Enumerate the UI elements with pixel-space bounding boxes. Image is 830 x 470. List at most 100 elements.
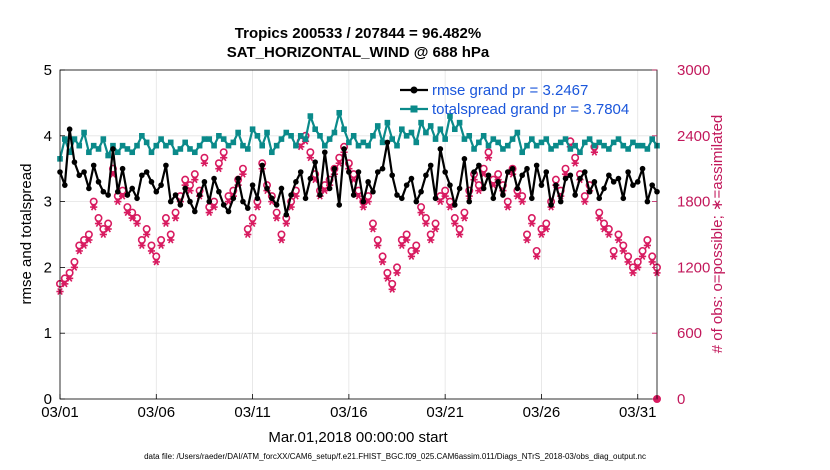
series-point (495, 139, 501, 146)
series-point (105, 192, 111, 198)
obs-assimilated-stroke (95, 220, 102, 228)
obs-assimilated-stroke (606, 230, 612, 239)
obs-assimilated-point (215, 165, 223, 173)
obs-possible-point (272, 208, 281, 217)
series-point (374, 123, 381, 129)
series-point (235, 129, 241, 136)
obs-assimilated-stroke (114, 198, 121, 206)
obs-assimilated-point (335, 159, 343, 167)
obs-assimilated-stroke (350, 176, 357, 184)
obs-assimilated-stroke (591, 148, 598, 156)
obs-possible-point (306, 148, 315, 157)
series-point (148, 179, 155, 185)
legend-marker-rmse (410, 86, 418, 94)
series-point (177, 202, 184, 208)
series-point (86, 149, 92, 156)
series-point (244, 146, 251, 152)
legend-marker-totalspread (410, 105, 418, 113)
series-point (355, 169, 362, 175)
series-point (76, 142, 83, 149)
obs-assimilated-point (436, 198, 444, 206)
series-point (490, 136, 497, 142)
obs-assimilated-stroke (143, 230, 150, 239)
series-point (384, 139, 391, 146)
obs-assimilated-point (614, 236, 623, 244)
obs-assimilated-stroke (374, 241, 381, 249)
series-point (634, 179, 641, 185)
series-point (451, 202, 458, 208)
series-point (139, 172, 145, 179)
series-point (346, 139, 352, 146)
series-point (447, 182, 453, 188)
obs-possible-point (633, 257, 642, 266)
obs-assimilated-point (518, 198, 526, 206)
obs-assimilated-stroke (211, 203, 217, 211)
series-point (341, 146, 347, 152)
obs-possible-point (181, 175, 190, 184)
obs-assimilated-stroke (278, 236, 285, 244)
series-point (504, 169, 511, 175)
obs-assimilated-point (393, 269, 401, 277)
obs-possible-point (219, 148, 228, 157)
series-point (615, 136, 622, 142)
series-point (153, 188, 160, 195)
series-point (562, 136, 569, 142)
obs-assimilated-stroke (514, 192, 521, 200)
obs-possible-point (104, 219, 113, 228)
obs-assimilated-stroke (225, 198, 232, 206)
series-point (514, 129, 521, 136)
obs-possible-point (378, 252, 387, 261)
obs-assimilated-point (456, 230, 464, 239)
series-point (403, 133, 410, 139)
obs-assimilated-point (143, 230, 151, 239)
obs-assimilated-stroke (134, 220, 140, 228)
series-point (167, 198, 174, 205)
series-point (143, 169, 150, 175)
series-point (288, 133, 294, 139)
obs-assimilated-stroke (148, 247, 155, 255)
y-right-tick-label: 3000 (677, 62, 710, 79)
series-point (437, 126, 444, 133)
y-tick-label: 4 (44, 128, 52, 145)
obs-assimilated-point (441, 192, 449, 200)
series-point (644, 146, 651, 152)
series-point (114, 149, 121, 156)
obs-possible-point (200, 153, 209, 162)
series-point (90, 142, 97, 149)
obs-assimilated-point (528, 220, 536, 228)
series-point (95, 146, 102, 152)
series-point (321, 149, 328, 156)
series-point (206, 198, 213, 205)
obs-possible-point (412, 241, 421, 250)
series-point (625, 169, 631, 175)
series-point (538, 139, 545, 146)
series-point (163, 142, 169, 149)
series-point (519, 172, 525, 179)
series-point (379, 165, 386, 172)
series-point (408, 129, 415, 136)
series-point (312, 126, 318, 133)
series-point (533, 162, 540, 169)
obs-assimilated-stroke (206, 209, 213, 217)
obs-assimilated-point (70, 263, 79, 271)
series-point (139, 133, 145, 139)
series-point (124, 192, 131, 198)
series-point (553, 142, 559, 149)
obs-possible-point (368, 219, 377, 228)
obs-assimilated-point (619, 247, 627, 255)
obs-assimilated-stroke (293, 192, 299, 200)
obs-assimilated-point (90, 203, 98, 211)
obs-possible-point (214, 159, 223, 168)
obs-assimilated-point (104, 225, 112, 233)
series-point (312, 159, 318, 165)
series-point (461, 156, 468, 162)
obs-possible-point (344, 159, 353, 168)
series-point (153, 142, 160, 149)
x-tick-label: 03/31 (619, 404, 657, 421)
series-point (437, 146, 444, 152)
obs-assimilated-stroke (399, 241, 405, 249)
series-point (389, 172, 396, 179)
series-point (297, 169, 304, 175)
obs-assimilated-point (388, 285, 396, 293)
